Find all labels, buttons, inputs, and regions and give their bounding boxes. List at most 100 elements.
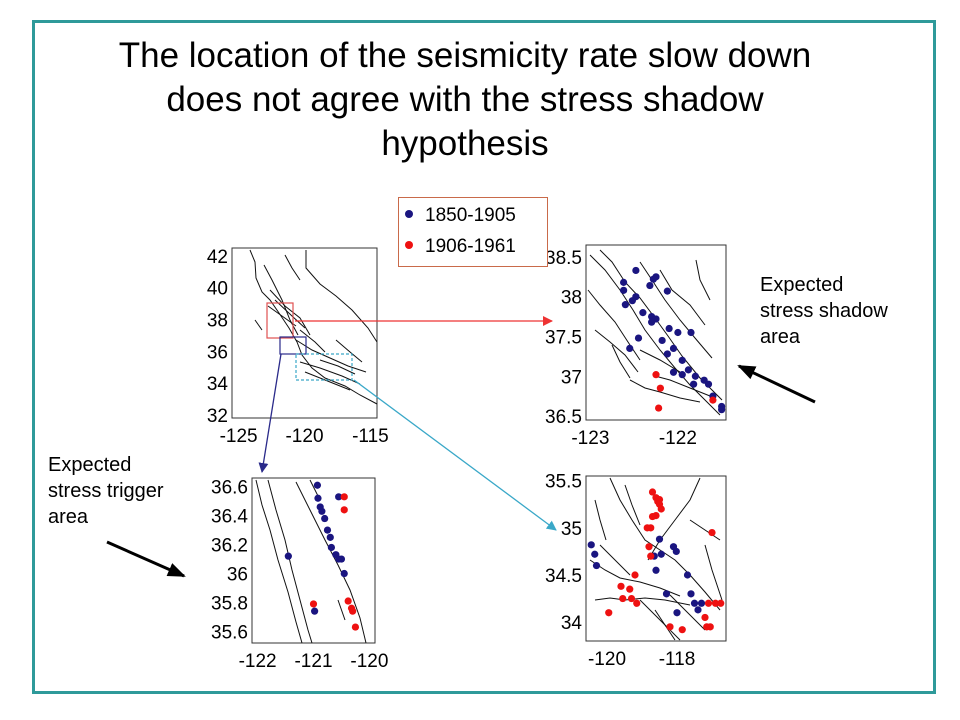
bay-area-point-early bbox=[648, 318, 656, 326]
legend-item-early: 1850-1905 bbox=[405, 204, 516, 228]
bay-area-point-late bbox=[652, 371, 660, 379]
bay-area-point-early bbox=[621, 301, 629, 309]
bay-area-y-tick-label: 37.5 bbox=[545, 327, 582, 348]
bay-area-points bbox=[620, 266, 726, 414]
parkfield-y-tick-label: 35.6 bbox=[211, 622, 248, 643]
california-map-y-tick-label: 38 bbox=[207, 310, 228, 331]
legend: 1850-1905 1906-1961 bbox=[398, 197, 548, 267]
inset-box-parkfield bbox=[279, 336, 307, 355]
bay-area-faults bbox=[587, 249, 723, 416]
parkfield-y-tick-label: 36 bbox=[227, 565, 248, 586]
bay-area-point-early bbox=[674, 328, 682, 337]
parkfield-point-early bbox=[327, 543, 335, 552]
inset-box-southern bbox=[295, 353, 353, 381]
southern-x-tick-label: -120 bbox=[588, 649, 626, 670]
legend-item-late: 1906-1961 bbox=[405, 235, 516, 259]
southern-point-early bbox=[657, 550, 665, 558]
shadow-annotation-line-3: area bbox=[760, 326, 801, 348]
southern-point-early bbox=[697, 599, 706, 607]
bay-area-point-early bbox=[634, 334, 643, 342]
parkfield-y-tick-label: 36.4 bbox=[211, 507, 248, 528]
shadow-annotation-line-1: Expected bbox=[760, 274, 844, 296]
southern-point-late bbox=[701, 613, 709, 622]
parkfield-ticks: -122 -121 -120 36.6 36.4 36.2 36 35.8 35.6 bbox=[211, 478, 388, 672]
shadow-pointer-arrow bbox=[737, 364, 816, 404]
bay-area-point-early bbox=[669, 368, 678, 376]
southern-point-early bbox=[587, 541, 595, 549]
bay-area-x-tick-label: -122 bbox=[659, 428, 697, 449]
legend-label-early: 1850-1905 bbox=[425, 205, 516, 226]
southern-point-late bbox=[678, 626, 686, 634]
southern-point-early bbox=[672, 547, 680, 556]
parkfield-point-early bbox=[340, 569, 348, 578]
bay-area-point-early bbox=[678, 371, 686, 379]
parkfield-point-late bbox=[340, 493, 348, 501]
slide-title: The location of the seismicity rate slow… bbox=[118, 36, 812, 163]
bay-area-point-early bbox=[669, 344, 678, 353]
bay-area-y-tick-label: 38 bbox=[561, 288, 582, 309]
bay-area-point-late bbox=[656, 384, 664, 392]
southern-point-late bbox=[657, 505, 665, 513]
southern-point-late bbox=[706, 623, 714, 631]
parkfield-points bbox=[284, 481, 360, 631]
southern-point-late bbox=[619, 594, 627, 603]
legend-marker-late bbox=[405, 240, 413, 249]
parkfield-point-late bbox=[309, 600, 318, 608]
southern-y-tick-label: 34 bbox=[561, 613, 583, 634]
parkfield-point-early bbox=[321, 514, 329, 523]
southern-point-late bbox=[717, 599, 725, 607]
parkfield-point-early bbox=[337, 555, 346, 563]
trigger-pointer-arrow bbox=[106, 540, 186, 578]
bay-area-ticks: -123 -122 38.5 38 37.5 37 36.5 bbox=[545, 248, 697, 449]
parkfield-point-early bbox=[311, 607, 319, 615]
southern-point-late bbox=[666, 623, 674, 631]
southern-point-early bbox=[694, 606, 702, 614]
bay-area-x-tick-label: -123 bbox=[571, 428, 609, 449]
southern-ticks: -120 -118 35.5 35 34.5 34 bbox=[545, 472, 695, 670]
southern-faults bbox=[589, 477, 723, 641]
shadow-annotation-line-2: stress shadow bbox=[760, 300, 888, 322]
bay-area-point-early bbox=[632, 266, 640, 275]
parkfield-point-early bbox=[323, 526, 332, 534]
parkfield-frame bbox=[251, 477, 376, 644]
bay-area-point-early bbox=[687, 328, 695, 337]
southern-point-late bbox=[648, 488, 657, 496]
bay-area-point-early bbox=[639, 309, 647, 317]
bay-area-point-early bbox=[678, 356, 686, 364]
parkfield-y-tick-label: 35.8 bbox=[211, 593, 248, 614]
southern-point-early bbox=[690, 599, 699, 607]
california-map-y-tick-label: 36 bbox=[207, 342, 228, 363]
southern-point-late bbox=[645, 543, 653, 551]
southern-point-late bbox=[617, 582, 625, 590]
southern-point-early bbox=[655, 535, 664, 543]
southern-point-late bbox=[704, 599, 713, 607]
parkfield-point-early bbox=[284, 552, 292, 560]
southern-point-late bbox=[643, 524, 651, 532]
california-map-y-tick-label: 32 bbox=[207, 406, 228, 427]
southern-point-late bbox=[711, 599, 720, 607]
arrow-to-parkfield bbox=[258, 353, 282, 473]
trigger-annotation: Expected stress trigger area bbox=[48, 452, 164, 530]
bay-area-point-early bbox=[620, 278, 628, 286]
bay-area-y-tick-label: 37 bbox=[561, 367, 582, 388]
parkfield-point-early bbox=[318, 507, 326, 515]
southern-y-tick-label: 34.5 bbox=[545, 566, 582, 587]
southern-point-early bbox=[652, 566, 660, 574]
california-map-y-tick-label: 34 bbox=[207, 374, 229, 395]
bay-area-point-early bbox=[691, 372, 699, 380]
parkfield-point-late bbox=[344, 597, 352, 605]
parkfield-y-tick-label: 36.2 bbox=[211, 536, 248, 557]
southern-points bbox=[587, 488, 725, 634]
southern-point-early bbox=[591, 550, 599, 558]
southern-point-late bbox=[633, 599, 641, 607]
bay-area-point-early bbox=[620, 286, 628, 294]
bay-area-point-early bbox=[652, 273, 660, 281]
parkfield-point-early bbox=[335, 493, 343, 501]
bay-area-point-early bbox=[663, 350, 671, 358]
bay-area-y-tick-label: 36.5 bbox=[545, 407, 582, 428]
bay-area-point-early bbox=[646, 281, 654, 290]
parkfield-point-early bbox=[313, 481, 322, 489]
southern-point-late bbox=[647, 552, 655, 560]
southern-panel: -120 -118 35.5 35 34.5 34 bbox=[545, 472, 727, 670]
